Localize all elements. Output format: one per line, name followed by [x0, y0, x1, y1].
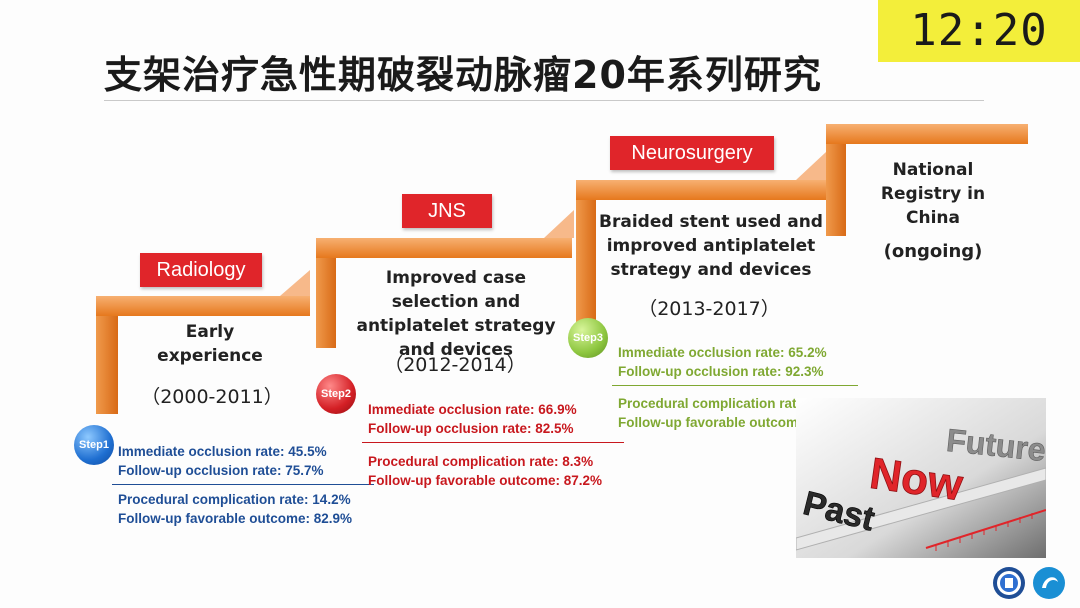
title-divider [104, 100, 984, 101]
stage-3-outcome-stats: Procedural complication rate: 7.2% Follo… [618, 394, 852, 432]
journal-label-neurosurgery: Neurosurgery [610, 136, 774, 170]
stage-2-favorable-outcome: Follow-up favorable outcome: 87.2% [368, 473, 603, 488]
stair-2-tread [316, 238, 572, 258]
journal-label-radiology: Radiology [140, 253, 262, 287]
stair-1-riser [96, 296, 118, 414]
stage-3-favorable-outcome: Follow-up favorable outcome: 86.2% [618, 415, 853, 430]
stage-3-years: （2013-2017） [638, 298, 780, 320]
journal-label-jns: JNS [402, 194, 492, 228]
stage-3-description: Braided stent used and improved antiplat… [599, 212, 823, 280]
stage-2-complication-rate: Procedural complication rate: 8.3% [368, 454, 594, 469]
stage-1-complication-rate: Procedural complication rate: 14.2% [118, 492, 351, 507]
university-emblem-icon [993, 567, 1025, 599]
stage-1-favorable-outcome: Follow-up favorable outcome: 82.9% [118, 511, 353, 526]
stage-3-occlusion-stats: Immediate occlusion rate: 65.2% Follow-u… [618, 343, 827, 381]
stage-3-divider [612, 385, 858, 386]
stage-4-status: (ongoing) [883, 241, 983, 262]
stair-1-bevel [280, 270, 310, 296]
stage-1-years: （2000-2011） [141, 386, 283, 408]
stair-4-tread [826, 124, 1028, 144]
step-1-badge: Step1 [74, 425, 114, 465]
stage-1-immediate-occlusion: Immediate occlusion rate: 45.5% [118, 444, 327, 459]
stage-1-description: Early experience [157, 322, 263, 366]
footer-logos [992, 566, 1066, 600]
stage-2-description: Improved case selection and antiplatelet… [356, 268, 556, 360]
stage-2-followup-occlusion: Follow-up occlusion rate: 82.5% [368, 421, 574, 436]
stair-2-riser [316, 238, 336, 348]
stage-4-description: National Registry in China [880, 160, 986, 228]
stair-2-bevel [544, 210, 574, 238]
step-2-badge: Step2 [316, 374, 356, 414]
stair-3-bevel [796, 152, 826, 180]
past-now-future-graphic: Future Now Past [796, 398, 1046, 558]
stage-2-immediate-occlusion: Immediate occlusion rate: 66.9% [368, 402, 577, 417]
stage-2-divider [362, 442, 624, 443]
stage-3-followup-occlusion: Follow-up occlusion rate: 92.3% [618, 364, 824, 379]
slide-title: 支架治疗急性期破裂动脉瘤20年系列研究 [104, 53, 822, 97]
stage-1-followup-occlusion: Follow-up occlusion rate: 75.7% [118, 463, 324, 478]
stage-1-divider [112, 484, 374, 485]
stage-2-years: （2012-2014） [384, 354, 526, 376]
stage-2-occlusion-stats: Immediate occlusion rate: 66.9% Follow-u… [368, 400, 577, 438]
hospital-logo-icon [1033, 567, 1065, 599]
clock-overlay: 12:20 [878, 0, 1080, 62]
stair-3-tread [576, 180, 826, 200]
stage-3-complication-rate: Procedural complication rate: 7.2% [618, 396, 844, 411]
stage-3-immediate-occlusion: Immediate occlusion rate: 65.2% [618, 345, 827, 360]
stair-4-riser [826, 124, 846, 236]
stage-2-outcome-stats: Procedural complication rate: 8.3% Follo… [368, 452, 602, 490]
stage-1-outcome-stats: Procedural complication rate: 14.2% Foll… [118, 490, 352, 528]
step-3-badge: Step3 [568, 318, 608, 358]
stair-1-tread [96, 296, 310, 316]
stair-3-riser [576, 180, 596, 328]
stage-1-occlusion-stats: Immediate occlusion rate: 45.5% Follow-u… [118, 442, 327, 480]
